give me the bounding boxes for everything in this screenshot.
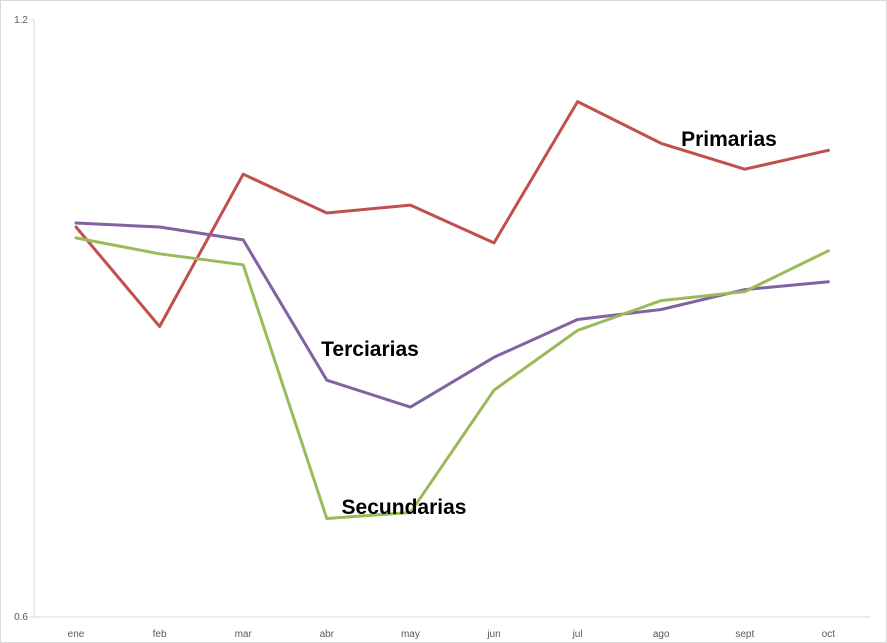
series-label-terciarias: Terciarias <box>321 338 419 361</box>
series-line-primarias <box>74 100 830 328</box>
x-tick-label: may <box>401 629 420 640</box>
x-tick-label: jul <box>572 629 583 640</box>
y-tick-label: 1.2 <box>14 15 28 26</box>
series-label-primarias: Primarias <box>681 128 777 151</box>
x-tick-label: abr <box>320 629 335 640</box>
y-tick-label: 0.6 <box>14 612 28 623</box>
x-tick-label: oct <box>822 629 836 640</box>
x-tick-label: mar <box>235 629 253 640</box>
x-tick-label: ene <box>68 629 85 640</box>
series-line-secundarias <box>74 236 830 520</box>
x-tick-label: jun <box>486 629 500 640</box>
x-tick-label: sept <box>735 629 754 640</box>
x-tick-label: ago <box>653 629 670 640</box>
series-label-secundarias: Secundarias <box>342 496 467 519</box>
x-tick-label: feb <box>153 629 167 640</box>
series-line-terciarias <box>74 221 830 409</box>
